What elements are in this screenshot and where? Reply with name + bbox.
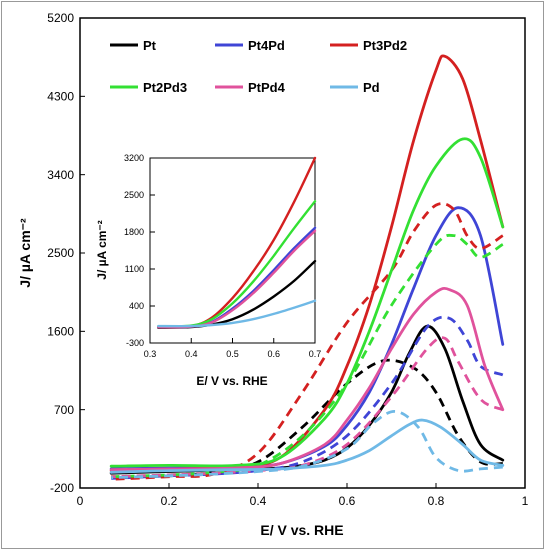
- main-series-ptpd4-forward-scan: [109, 286, 505, 472]
- inset-background: [150, 158, 315, 343]
- inset-series-pd-forward-scan: [157, 299, 317, 328]
- main-x-tick-label: 0.4: [250, 494, 267, 508]
- legend-label-pt3pd2: Pt3Pd2: [363, 38, 407, 53]
- main-series-pt-backward-scan: [111, 358, 503, 479]
- main-y-axis-label: J/ µA cm⁻²: [17, 218, 33, 288]
- inset-y-tick-label: -300: [126, 338, 144, 348]
- main-series-pd-forward-scan: [109, 418, 505, 474]
- main-x-tick-label: 0.2: [161, 494, 178, 508]
- main-y-tick-label: -200: [50, 481, 74, 495]
- main-curves: [109, 54, 505, 481]
- inset-x-tick-label: 0.7: [309, 349, 322, 359]
- inset-x-ticks: 0.3 0.4 0.5 0.6 0.7: [144, 338, 322, 359]
- legend-item-ptpd4: PtPd4: [215, 80, 286, 95]
- legend-label-pd: Pd: [363, 80, 380, 95]
- main-series-pt4pd-backward-scan: [111, 315, 504, 480]
- legend-item-pt3pd2: Pt3Pd2: [330, 38, 407, 53]
- main-series-pt2pd3-backward-scan: [111, 233, 504, 479]
- main-x-tick-label: 0: [77, 494, 84, 508]
- main-y-tick-label: 2500: [47, 246, 74, 260]
- legend-item-pt4pd: Pt4Pd: [215, 38, 285, 53]
- main-y-ticks: -200 700 1600 2500 3400 4300 5200: [47, 11, 85, 495]
- main-y-tick-label: 3400: [47, 168, 74, 182]
- inset-curves: [157, 156, 317, 329]
- legend-item-pt: Pt: [110, 38, 157, 53]
- inset-y-tick-label: 400: [129, 301, 144, 311]
- inset-x-tick-label: 0.4: [185, 349, 198, 359]
- legend-label-pt2pd3: Pt2Pd3: [143, 80, 187, 95]
- main-series-pd-backward-scan: [111, 409, 503, 479]
- legend-label-pt: Pt: [143, 38, 157, 53]
- inset-y-axis-label: J/ µA cm⁻²: [95, 220, 109, 279]
- main-y-tick-label: 700: [54, 403, 74, 417]
- main-x-tick-label: 0.8: [428, 494, 445, 508]
- main-y-tick-label: 1600: [47, 325, 74, 339]
- legend-item-pd: Pd: [330, 80, 380, 95]
- legend-label-ptpd4: PtPd4: [248, 80, 286, 95]
- legend-item-pt2pd3: Pt2Pd3: [110, 80, 187, 95]
- main-series-ptpd4-backward-scan: [111, 336, 504, 479]
- legend-label-pt4pd: Pt4Pd: [248, 38, 285, 53]
- main-x-axis-label: E/ V vs. RHE: [260, 522, 343, 538]
- main-x-tick-label: 1: [522, 494, 529, 508]
- inset-y-ticks: -300 400 1100 1800 2500 3200: [124, 153, 155, 348]
- inset-x-axis-label: E/ V vs. RHE: [196, 374, 267, 388]
- legend: Pt Pt4Pd Pt3Pd2 Pt2Pd3 PtPd4 Pd: [110, 38, 407, 95]
- inset-y-tick-label: 3200: [124, 153, 144, 163]
- inset-x-tick-label: 0.5: [226, 349, 239, 359]
- inset-x-tick-label: 0.3: [144, 349, 157, 359]
- main-x-tick-label: 0.6: [339, 494, 356, 508]
- main-x-ticks: 0 0.2 0.4 0.6 0.8 1: [77, 483, 529, 508]
- main-y-tick-label: 4300: [47, 90, 74, 104]
- inset-y-tick-label: 1800: [124, 227, 144, 237]
- main-y-tick-label: 5200: [47, 11, 74, 25]
- inset-y-tick-label: 2500: [124, 190, 144, 200]
- inset-x-tick-label: 0.6: [267, 349, 280, 359]
- inset-y-tick-label: 1100: [125, 264, 144, 274]
- main-series-pt2pd3-forward-scan: [109, 137, 505, 468]
